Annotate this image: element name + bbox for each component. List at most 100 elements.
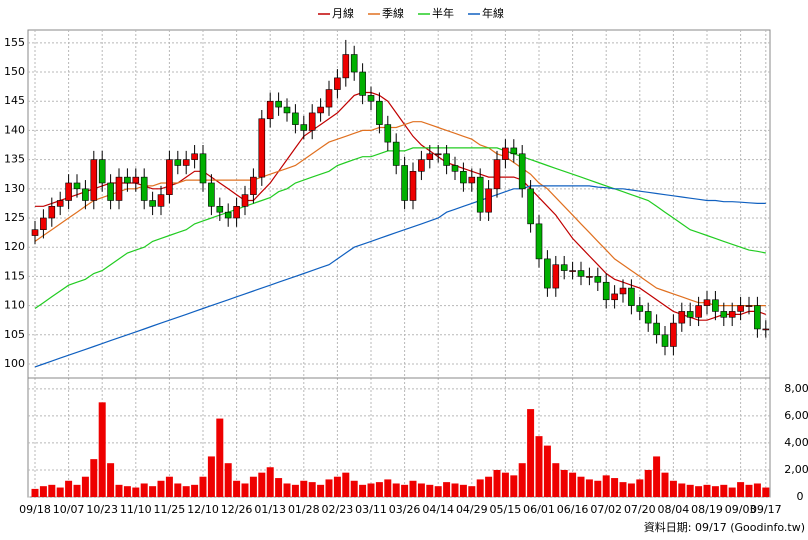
x-tick-label: 11/25 bbox=[154, 503, 186, 516]
candle-body bbox=[98, 159, 106, 184]
volume-bar bbox=[451, 483, 459, 497]
volume-bar bbox=[737, 482, 745, 497]
x-tick-label: 11/10 bbox=[120, 503, 152, 516]
x-tick-label: 06/01 bbox=[523, 503, 555, 516]
volume-bar bbox=[199, 476, 207, 497]
volume-bar bbox=[560, 469, 568, 497]
candle-body bbox=[644, 311, 652, 324]
volume-bar bbox=[249, 476, 257, 497]
volume-bar bbox=[375, 482, 383, 497]
candle-body bbox=[577, 270, 585, 277]
footnote: 資料日期: 09/17 (Goodinfo.tw) bbox=[644, 520, 805, 534]
candle-body bbox=[250, 176, 257, 195]
volume-bar bbox=[468, 486, 476, 497]
x-tick-label: 07/02 bbox=[590, 503, 622, 516]
candle-body bbox=[342, 54, 350, 79]
candle-body bbox=[409, 171, 417, 201]
candle-body bbox=[451, 165, 459, 172]
moving-average-line bbox=[34, 121, 766, 307]
x-tick-label: 12/26 bbox=[221, 503, 253, 516]
candle-body bbox=[418, 159, 425, 172]
volume-bar bbox=[552, 463, 560, 497]
candle-body bbox=[611, 293, 618, 301]
candle-body bbox=[594, 276, 602, 283]
volume-bar bbox=[518, 463, 526, 497]
x-tick-label: 07/20 bbox=[624, 503, 656, 516]
plot-frame bbox=[27, 29, 771, 498]
volume-bar bbox=[720, 484, 728, 497]
candle-body bbox=[544, 258, 551, 289]
candle-body bbox=[107, 182, 114, 201]
volume-bar bbox=[123, 486, 131, 497]
volume-bar bbox=[207, 456, 215, 497]
volume-bar bbox=[291, 484, 299, 497]
candle-body bbox=[31, 229, 39, 236]
candle-body bbox=[384, 124, 392, 143]
volume-bar bbox=[233, 480, 241, 497]
candle-body bbox=[275, 100, 282, 108]
candle-body bbox=[670, 322, 677, 347]
volume-bar bbox=[585, 479, 593, 497]
candle-body bbox=[157, 194, 165, 207]
y2-tick-label: 0 bbox=[797, 490, 804, 503]
candle-body bbox=[401, 165, 408, 201]
candle-body bbox=[48, 206, 56, 219]
candle-body bbox=[695, 305, 702, 318]
volume-bar bbox=[90, 459, 98, 497]
volume-bar bbox=[695, 486, 703, 497]
volume-bar bbox=[216, 418, 224, 497]
y2-tick-label: 2,000 bbox=[784, 463, 808, 476]
volume-bar bbox=[426, 484, 434, 497]
x-tick-label: 03/26 bbox=[389, 503, 421, 516]
candle-body bbox=[535, 223, 543, 260]
x-tick-label: 09/03 bbox=[725, 503, 757, 516]
y-tick-label: 115 bbox=[4, 269, 25, 282]
candle-body bbox=[476, 176, 484, 213]
volume-bar bbox=[258, 472, 266, 497]
volume-bar bbox=[443, 482, 451, 497]
candle-body bbox=[518, 153, 526, 190]
volume-bar bbox=[31, 488, 39, 497]
volume-bar bbox=[703, 484, 711, 497]
x-tick-label: 09/17 bbox=[750, 503, 782, 516]
volume-bar bbox=[728, 487, 736, 497]
candle-body bbox=[678, 311, 686, 324]
volume-bar bbox=[182, 486, 190, 497]
candle-body bbox=[216, 206, 224, 213]
candle-body bbox=[619, 287, 627, 295]
y-tick-label: 105 bbox=[4, 328, 25, 341]
candle-body bbox=[292, 112, 299, 125]
legend-label: 月線 bbox=[332, 6, 354, 20]
x-tick-label: 08/04 bbox=[658, 503, 690, 516]
candle-body bbox=[527, 188, 534, 225]
candle-body bbox=[485, 188, 492, 213]
volume-bar bbox=[569, 472, 577, 497]
candle-body bbox=[40, 217, 47, 230]
candle-body bbox=[199, 153, 207, 184]
volume-bar bbox=[157, 480, 165, 497]
volume-bar bbox=[367, 483, 375, 497]
candle-body bbox=[745, 305, 753, 307]
volume-bar bbox=[241, 483, 249, 497]
candle-body bbox=[241, 194, 249, 207]
y-tick-label: 145 bbox=[4, 94, 25, 107]
volume-bar bbox=[527, 409, 535, 497]
candle-body bbox=[166, 159, 173, 195]
volume-bar bbox=[636, 479, 644, 497]
candle-body bbox=[208, 182, 215, 207]
candle-body bbox=[434, 153, 442, 156]
candle-body bbox=[266, 100, 274, 120]
candle-body bbox=[468, 176, 476, 184]
x-tick-label: 09/18 bbox=[19, 503, 51, 516]
x-tick-label: 04/14 bbox=[422, 503, 454, 516]
candle-body bbox=[182, 159, 190, 166]
volume-bar bbox=[753, 483, 761, 497]
y2-tick-label: 4,000 bbox=[784, 436, 808, 449]
volume-bar bbox=[165, 476, 173, 497]
volume-bar bbox=[275, 478, 283, 497]
candle-body bbox=[283, 106, 291, 114]
candle-body bbox=[140, 176, 148, 201]
volume-bar bbox=[317, 484, 325, 497]
volume-bar bbox=[81, 476, 89, 497]
volume-bar bbox=[653, 456, 661, 497]
